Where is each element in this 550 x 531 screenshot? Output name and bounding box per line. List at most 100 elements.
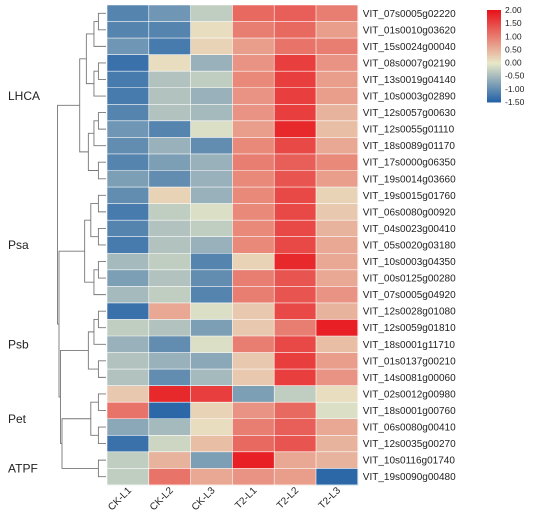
heatmap-cell (274, 253, 317, 271)
heatmap-cell (190, 87, 233, 105)
row-group-label: Psb (8, 337, 29, 351)
legend-gradient-step (487, 42, 501, 45)
heatmap-cell (107, 104, 150, 122)
heatmap-cell (148, 21, 191, 39)
legend-gradient-step (487, 82, 501, 85)
heatmap-cell (274, 71, 317, 89)
legend-gradient-step (487, 33, 501, 36)
heatmap-cell (232, 236, 275, 254)
legend-gradient-step (487, 17, 501, 20)
heatmap-cell (148, 38, 191, 55)
heatmap-cell (190, 236, 233, 254)
dendrogram-branch (87, 331, 99, 370)
heatmap-cell (107, 385, 150, 403)
row-label: VIT_12s0035g00270 (363, 439, 456, 450)
heatmap-cell (274, 203, 317, 221)
row-group-label: Pet (8, 412, 27, 426)
heatmap-cell (107, 170, 150, 188)
legend-gradient-step (487, 69, 501, 72)
dendrogram-branch (97, 360, 106, 378)
row-group-labels: LHCA Psa Psb Pet ATPF (8, 89, 40, 475)
dendrogram-branch (97, 459, 106, 478)
heatmap-cell (148, 286, 191, 304)
heatmap-cell (190, 286, 233, 304)
dendrogram-branch (97, 227, 106, 246)
row-label: VIT_17s0000g06350 (363, 158, 456, 169)
heatmap-cell (316, 120, 359, 138)
legend-gradient-step (487, 94, 501, 97)
legend-gradient-step (487, 49, 501, 52)
heatmap-cell (148, 187, 191, 204)
legend-gradient-step (487, 36, 501, 39)
legend-gradient-step (487, 80, 501, 83)
heatmap-cell (107, 369, 150, 386)
legend-gradient-step (487, 86, 501, 89)
heatmap-cell (316, 220, 359, 237)
legend-gradient-step (487, 31, 501, 34)
heatmap-cell (232, 336, 275, 353)
heatmap-cell (316, 104, 359, 122)
legend-gradient-step (487, 85, 501, 88)
heatmap-cell (274, 236, 317, 254)
heatmap-cell (316, 319, 359, 337)
heatmap-cell (107, 451, 150, 469)
heatmap-cell (148, 137, 191, 155)
heatmap-cell (316, 402, 359, 420)
legend-gradient-step (487, 26, 501, 29)
heatmap-cell (190, 253, 233, 271)
row-label: VIT_19s0014g03660 (363, 174, 456, 185)
dendrogram-branch (93, 21, 106, 47)
heatmap-cell (232, 153, 275, 171)
legend-gradient-step (487, 28, 501, 31)
dendrogram-branch (97, 310, 106, 329)
heatmap-cell (232, 203, 275, 221)
heatmap-cell (274, 352, 317, 370)
heatmap-cell (232, 71, 275, 89)
heatmap-cell (190, 5, 233, 22)
row-label: VIT_13s0019g04140 (363, 75, 456, 86)
heatmap-cell (274, 153, 317, 171)
heatmap-cell (148, 468, 191, 486)
legend-gradient-step (487, 54, 501, 57)
heatmap-cell (148, 451, 191, 469)
heatmap-cell (316, 269, 359, 287)
heatmap-cell (274, 87, 317, 105)
heatmap-cell (232, 286, 275, 304)
row-label: VIT_19s0015g01760 (363, 191, 456, 202)
row-label: VIT_01s0137g00210 (363, 356, 456, 367)
heatmap-cell (274, 5, 317, 22)
heatmap-cell (316, 187, 359, 204)
heatmap-cell (316, 203, 359, 221)
legend-gradient-step (487, 88, 501, 91)
heatmap-cell (190, 203, 233, 221)
row-label: VIT_19s0090g00480 (363, 472, 456, 483)
heatmap-cell (274, 336, 317, 353)
heatmap-cell (107, 435, 150, 453)
legend-gradient-step (487, 40, 501, 43)
row-label: VIT_00s0125g00280 (363, 274, 456, 285)
heatmap-cell (274, 385, 317, 403)
heatmap-cell (316, 54, 359, 72)
heatmap-cell (274, 187, 317, 204)
heatmap-cell (107, 71, 150, 89)
dendrogram-branch (58, 250, 85, 398)
heatmap-cell (190, 468, 233, 486)
heatmap-cell (232, 87, 275, 105)
heatmap-cell (190, 451, 233, 469)
heatmap-cell (190, 170, 233, 188)
heatmap-cell (190, 385, 233, 403)
heatmap-cell (316, 302, 359, 320)
legend-gradient-step (487, 63, 501, 66)
heatmap-cell (190, 319, 233, 337)
dendrogram-branch (97, 112, 106, 130)
legend-gradient-step (487, 77, 501, 80)
heatmap-cell (148, 104, 191, 122)
heatmap-cell (274, 220, 317, 237)
heatmap-cell (107, 269, 150, 287)
heatmap-cell (148, 120, 191, 138)
heatmap-cell (232, 269, 275, 287)
legend-tick-label: 0.50 (505, 44, 522, 54)
heatmap-cell (274, 369, 317, 386)
heatmap-cell (148, 5, 191, 22)
heatmap-cell (274, 120, 317, 138)
